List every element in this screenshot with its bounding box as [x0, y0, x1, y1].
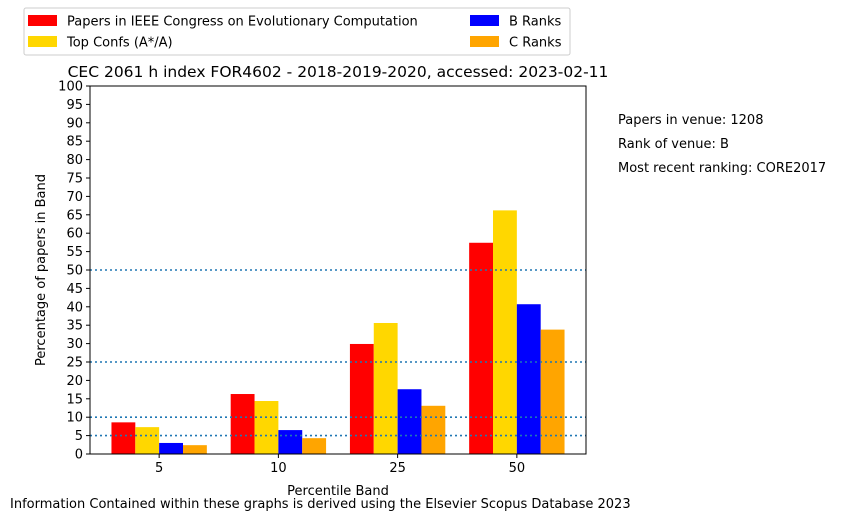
bar-top-confs-a-a-10	[254, 401, 279, 454]
y-tick-label: 70	[66, 190, 83, 205]
y-tick-label: 10	[66, 411, 83, 426]
y-axis-label: Percentage of papers in Band	[34, 174, 49, 366]
bar-c-ranks-10	[302, 438, 327, 454]
bar-top-confs-a-a-50	[493, 210, 517, 454]
legend-swatch	[28, 15, 57, 26]
x-tick-label: 50	[509, 461, 526, 476]
x-tick-label: 5	[155, 461, 163, 476]
y-tick-label: 80	[66, 153, 83, 168]
bar-b-ranks-10	[278, 430, 303, 454]
y-tick-label: 60	[66, 227, 83, 242]
y-tick-label: 20	[66, 374, 83, 389]
y-tick-label: 100	[58, 80, 83, 95]
bar-b-ranks-5	[159, 442, 183, 454]
x-tick-label: 10	[270, 461, 287, 476]
bar-papers-in-ieee-congress-on-evolutionary-computation-50	[469, 242, 493, 454]
y-axis-ticks: 0 5 10 15 20 25 30 35 40 45 50 55 60 65 70 75 80 85 90 95 10…	[58, 80, 90, 463]
y-tick-label: 5	[75, 429, 83, 444]
legend-label: Top Confs (A*/A)	[66, 36, 173, 51]
y-tick-label: 0	[75, 448, 83, 463]
legend: Papers in IEEE Congress on Evolutionary …	[23, 7, 571, 56]
bar-b-ranks-50	[516, 304, 541, 454]
y-tick-label: 45	[66, 282, 83, 297]
y-tick-label: 30	[66, 337, 83, 352]
bar-top-confs-a-a-5	[135, 427, 160, 454]
legend-swatch	[470, 36, 499, 47]
legend-frame	[23, 7, 571, 56]
legend-items: Papers in IEEE Congress on Evolutionary …	[28, 15, 562, 51]
bar-c-ranks-5	[183, 445, 207, 454]
bar-b-ranks-25	[397, 389, 422, 454]
bars	[111, 210, 565, 454]
info-papers-in-venue: Papers in venue: 1208	[618, 113, 763, 128]
bar-c-ranks-25	[421, 405, 446, 454]
chart-title: CEC 2061 h index FOR4602 - 2018-2019-202…	[68, 63, 609, 81]
y-tick-label: 25	[66, 356, 83, 371]
plot-area: 0 5 10 15 20 25 30 35 40 45 50 55 60 65 70 75 80 85 90 95 10…	[58, 80, 587, 476]
info-rank-of-venue: Rank of venue: B	[618, 137, 729, 152]
legend-swatch	[470, 15, 499, 26]
legend-label: Papers in IEEE Congress on Evolutionary …	[67, 15, 418, 30]
legend-label: C Ranks	[509, 36, 562, 51]
y-tick-label: 75	[66, 172, 83, 187]
bar-c-ranks-50	[540, 329, 565, 454]
y-tick-label: 35	[66, 319, 83, 334]
y-tick-label: 65	[66, 208, 83, 223]
x-tick-label: 25	[389, 461, 406, 476]
y-tick-label: 15	[66, 392, 83, 407]
bar-papers-in-ieee-congress-on-evolutionary-computation-10	[230, 394, 255, 454]
bar-top-confs-a-a-25	[373, 322, 398, 454]
info-most-recent-ranking: Most recent ranking: CORE2017	[618, 161, 826, 176]
y-tick-label: 40	[66, 300, 83, 315]
footer-note: Information Contained within these graph…	[10, 497, 631, 512]
bar-papers-in-ieee-congress-on-evolutionary-computation-5	[111, 422, 136, 454]
y-tick-label: 95	[66, 98, 83, 113]
bar-papers-in-ieee-congress-on-evolutionary-computation-25	[349, 343, 374, 454]
y-tick-label: 85	[66, 135, 83, 150]
y-tick-label: 55	[66, 245, 83, 260]
x-axis-label: Percentile Band	[287, 484, 389, 499]
legend-swatch	[28, 36, 57, 47]
y-tick-label: 50	[66, 264, 83, 279]
y-tick-label: 90	[66, 116, 83, 131]
x-axis-ticks: 5 10 25 50	[155, 454, 525, 476]
legend-label: B Ranks	[509, 15, 562, 30]
